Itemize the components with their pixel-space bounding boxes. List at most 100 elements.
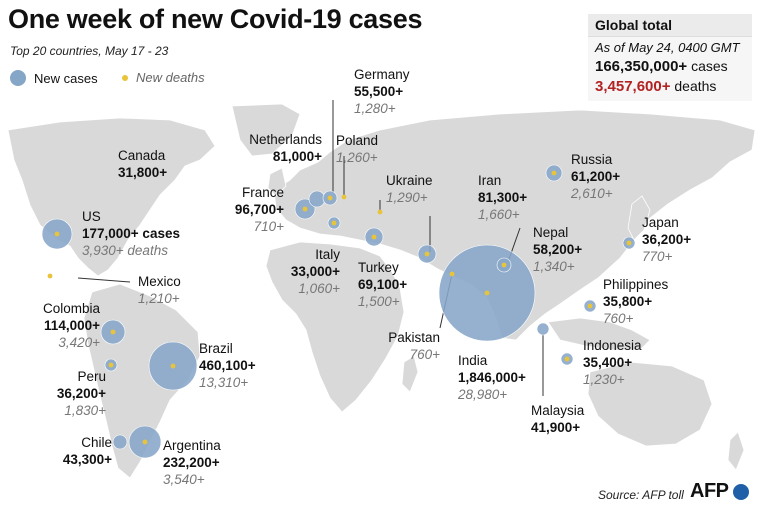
country-name: Iran [478, 173, 502, 188]
greenland-land [231, 103, 301, 157]
global-as-of: As of May 24, 0400 GMT [595, 40, 740, 55]
global-cases: 166,350,000+ cases [595, 58, 728, 75]
page-title: One week of new Covid-19 cases [8, 4, 423, 34]
label-ukraine: Ukraine 1,290+ [386, 172, 433, 206]
country-deaths: 1,660+ [478, 207, 520, 222]
bubble-malaysia [536, 322, 550, 336]
label-france: France 96,700+ 710+ [222, 184, 284, 235]
afp-logo-text: AFP [690, 480, 729, 502]
new-cases-bubble-icon [10, 70, 26, 86]
source-note: Source: AFP toll [598, 488, 684, 502]
legend-new-cases: New cases [10, 70, 98, 86]
label-philippines: Philippines 35,800+ 760+ [603, 276, 668, 327]
country-cases: 81,300+ [478, 190, 528, 205]
country-name: Ukraine [386, 173, 433, 188]
country-name: Colombia [42, 301, 100, 316]
global-deaths: 3,457,600+ deaths [595, 78, 716, 95]
country-cases: 460,100+ [199, 358, 256, 373]
global-total-box: Global total As of May 24, 0400 GMT 166,… [588, 14, 752, 101]
country-name: Mexico [138, 274, 181, 289]
country-deaths: 1,210+ [138, 291, 180, 306]
label-pakistan: Pakistan 760+ [372, 329, 440, 363]
country-cases: 35,400+ [583, 355, 633, 370]
death-dots [47, 170, 632, 445]
japan-land [627, 195, 651, 241]
label-mexico: Mexico 1,210+ [138, 273, 181, 307]
southeast-asia-islands-land [547, 317, 651, 351]
country-deaths: 3,540+ [163, 472, 205, 487]
country-cases: 36,200+ [56, 386, 106, 401]
country-cases: 232,200+ [163, 455, 220, 470]
country-cases: 1,846,000+ [458, 370, 526, 385]
label-turkey: Turkey 69,100+ 1,500+ [358, 259, 407, 310]
legend-new-deaths: New deaths [122, 70, 205, 85]
country-cases: 43,300+ [62, 452, 112, 467]
label-argentina: Argentina 232,200+ 3,540+ [163, 437, 221, 488]
madagascar-land [401, 355, 419, 393]
dot-france [302, 206, 308, 212]
label-poland: Poland 1,260+ [336, 132, 378, 166]
country-deaths: 1,260+ [336, 150, 378, 165]
country-deaths: 760+ [603, 311, 634, 326]
dot-italy [331, 220, 337, 226]
country-name: France [241, 185, 284, 200]
label-russia: Russia 61,200+ 2,610+ [571, 151, 620, 202]
label-us: US 177,000+ cases 3,930+ deaths [82, 208, 180, 259]
label-canada: Canada 31,800+ [118, 147, 167, 181]
dot-poland [341, 194, 347, 200]
uk-land [267, 167, 287, 197]
label-malaysia: Malaysia 41,900+ [531, 402, 584, 436]
global-total-header: Global total [595, 17, 672, 33]
label-indonesia: Indonesia 35,400+ 1,230+ [583, 337, 642, 388]
new-deaths-dot-icon [122, 74, 128, 81]
country-name: Netherlands [249, 132, 322, 147]
country-name: US [82, 209, 101, 224]
dot-russia [551, 170, 557, 176]
country-name: Indonesia [583, 338, 642, 353]
label-chile: Chile 43,300+ [48, 434, 112, 468]
label-iran: Iran 81,300+ 1,660+ [478, 172, 527, 223]
country-name: Argentina [163, 438, 221, 453]
country-cases: 35,800+ [603, 294, 653, 309]
country-name: Italy [315, 247, 340, 262]
australia-land [587, 361, 713, 447]
country-cases: 61,200+ [571, 169, 621, 184]
country-deaths: 1,230+ [583, 372, 625, 387]
label-netherlands: Netherlands 81,000+ [232, 131, 322, 165]
dot-us [54, 231, 60, 237]
country-deaths: 1,060+ [298, 281, 340, 296]
dot-brazil [170, 363, 176, 369]
label-india: India 1,846,000+ 28,980+ [458, 352, 526, 403]
label-germany: Germany 55,500+ 1,280+ [354, 66, 410, 117]
bubble-netherlands [308, 190, 326, 208]
country-cases: 114,000+ [44, 318, 100, 333]
dot-mexico [47, 273, 53, 279]
country-cases: 31,800+ [118, 165, 168, 180]
country-cases: 58,200+ [533, 242, 583, 257]
country-name: Chile [81, 435, 112, 450]
country-deaths: 3,420+ [58, 335, 100, 350]
africa-land [265, 241, 405, 413]
bubble-chile [112, 434, 128, 450]
country-name: India [458, 353, 488, 368]
label-japan: Japan 36,200+ 770+ [642, 214, 691, 265]
afp-logo-circle-icon [732, 483, 749, 500]
dot-nepal [501, 262, 507, 268]
new-zealand-land [727, 431, 745, 471]
country-name: Malaysia [531, 403, 585, 418]
dot-japan [626, 240, 632, 246]
country-deaths: 28,980+ [458, 387, 508, 402]
country-deaths: 1,280+ [354, 101, 396, 116]
country-cases: 41,900+ [531, 420, 581, 435]
label-colombia: Colombia 114,000+ 3,420+ [30, 300, 100, 351]
leader-line-mexico [77, 277, 131, 283]
world-map [7, 100, 756, 479]
country-deaths: 1,830+ [64, 403, 106, 418]
label-nepal: Nepal 58,200+ 1,340+ [533, 224, 582, 275]
country-deaths: 1,340+ [533, 259, 575, 274]
country-deaths: 3,930+ deaths [82, 243, 168, 258]
dot-ukraine [377, 209, 383, 215]
dot-india [484, 290, 490, 296]
case-bubbles [41, 164, 636, 459]
country-name: Turkey [358, 260, 399, 275]
